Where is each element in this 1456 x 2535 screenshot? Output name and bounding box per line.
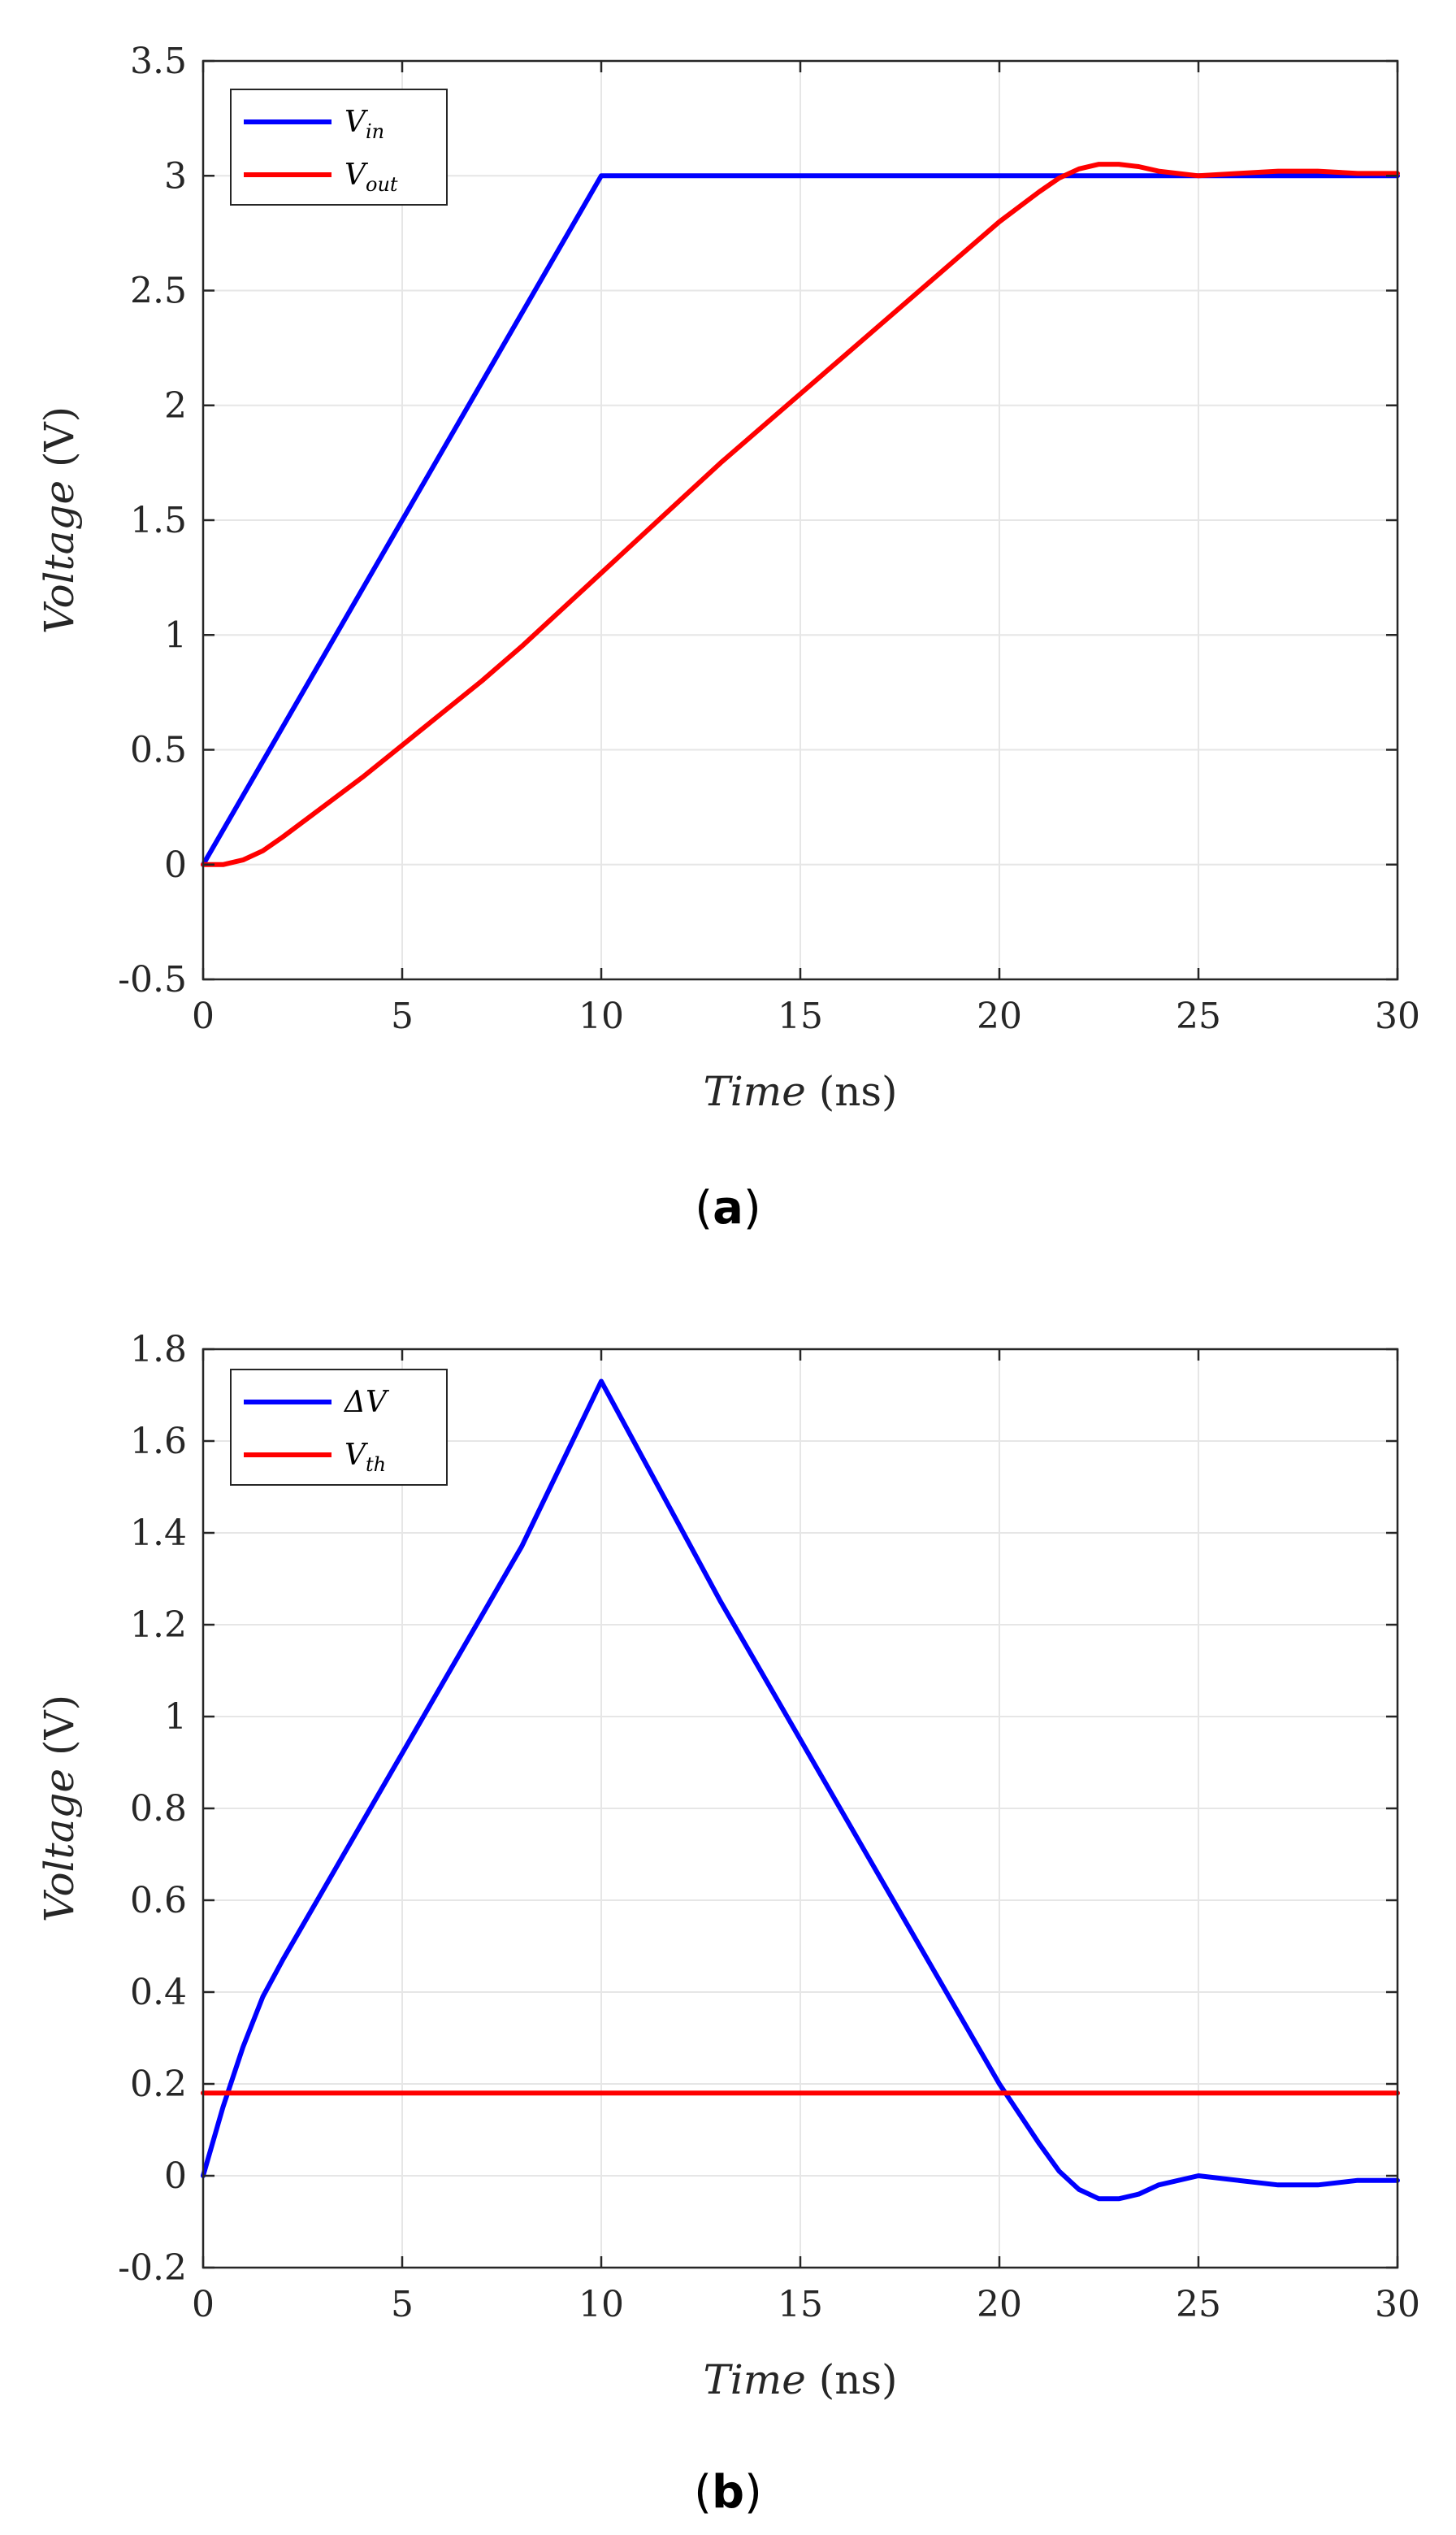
legend-label-vin: Vin <box>344 106 384 143</box>
y-tick-label: 2.5 <box>130 271 187 312</box>
x-tick-label: 15 <box>778 996 823 1037</box>
panel-caption-a: (a) <box>695 1182 761 1235</box>
y-tick-label: 0 <box>164 2155 187 2197</box>
y-tick-label: 0.2 <box>130 2064 187 2105</box>
series-a <box>201 162 1400 867</box>
x-tick-label: 20 <box>977 996 1022 1037</box>
y-tick-label: 0.5 <box>130 730 187 771</box>
y-tick-label: -0.2 <box>118 2247 187 2289</box>
x-tick-label: 30 <box>1375 996 1420 1037</box>
y-tick-label: 0.6 <box>130 1880 187 1921</box>
legend-b: ΔV Vth <box>230 1369 448 1486</box>
y-tick-label: 0 <box>164 844 187 886</box>
y-tick-label: 1.5 <box>130 500 187 541</box>
panel-caption-b: (b) <box>694 2466 762 2519</box>
y-tick-label: 1.4 <box>130 1513 187 1554</box>
x-tick-label: 30 <box>1375 2284 1420 2325</box>
ticks-a: 0 5 10 15 20 25 30-0.500.511.522.533.5 <box>118 41 1420 1037</box>
series-b <box>201 1378 1400 2202</box>
y-tick-label: 1.8 <box>130 1329 187 1370</box>
legend-label-vth: Vth <box>344 1439 386 1476</box>
chart-panel-a: 0 5 10 15 20 25 30-0.500.511.522.533.5 Time (n… <box>36 41 1420 1235</box>
y-tick-label: -0.5 <box>118 959 187 1001</box>
x-tick-label: 25 <box>1176 996 1221 1037</box>
y-tick-label: 2 <box>164 385 187 427</box>
legend-box-a <box>230 89 448 206</box>
y-tick-label: 3 <box>164 155 187 197</box>
legend-label-vout: Vout <box>344 158 398 196</box>
x-tick-label: 10 <box>578 2284 624 2325</box>
series-line-v-in <box>201 173 1400 867</box>
x-tick-label: 0 <box>192 2284 214 2325</box>
x-tick-label: 25 <box>1176 2284 1221 2325</box>
y-tick-label: 1 <box>164 1696 187 1738</box>
y-tick-label: 0.4 <box>130 1972 187 2013</box>
x-tick-label: 5 <box>391 996 414 1037</box>
x-tick-label: 10 <box>578 996 624 1037</box>
x-axis-label-a: Time (ns) <box>703 1068 897 1115</box>
y-tick-label: 1.2 <box>130 1604 187 1646</box>
grid-b <box>202 1348 1398 2268</box>
ticks-b: 0 5 10 15 20 25 30-0.200.20.40.60.811.21.41.61… <box>118 1329 1420 2325</box>
y-tick-label: 0.8 <box>130 1788 187 1830</box>
x-tick-label: 20 <box>977 2284 1022 2325</box>
legend-a: Vin Vout <box>230 89 448 206</box>
legend-box-b <box>230 1369 448 1486</box>
y-axis-label-b: Voltage (V) <box>36 1695 83 1922</box>
x-axis-label-b: Time (ns) <box>703 2356 897 2403</box>
series-line--v <box>201 1378 1400 2202</box>
x-tick-label: 15 <box>778 2284 823 2325</box>
y-axis-label-a: Voltage (V) <box>36 406 83 634</box>
x-tick-label: 0 <box>192 996 214 1037</box>
y-tick-label: 1.6 <box>130 1421 187 1462</box>
y-tick-label: 3.5 <box>130 41 187 82</box>
x-tick-label: 5 <box>391 2284 414 2325</box>
y-tick-label: 1 <box>164 614 187 656</box>
series-line-v-out <box>201 162 1400 867</box>
legend-label-delta-v: ΔV <box>343 1386 390 1419</box>
chart-panel-b: 0 5 10 15 20 25 30-0.200.20.40.60.811.21.41.61… <box>36 1329 1420 2519</box>
